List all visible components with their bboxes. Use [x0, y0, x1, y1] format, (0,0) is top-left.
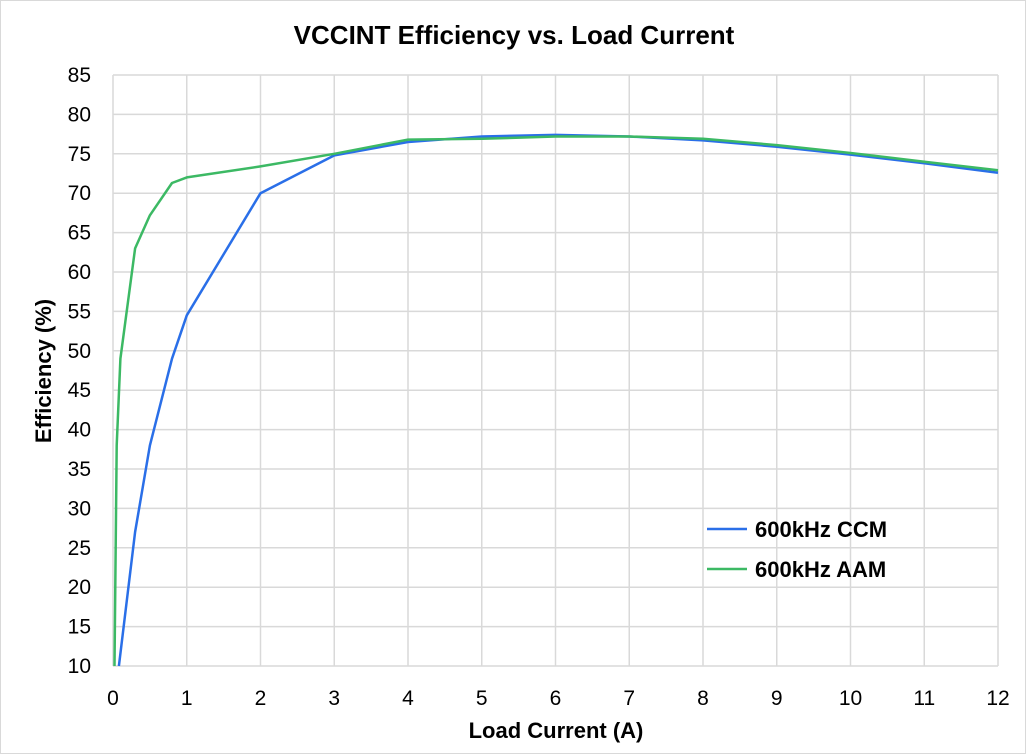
x-tick-label: 10	[839, 687, 862, 710]
y-tick-label: 10	[68, 655, 91, 678]
y-tick-label: 80	[68, 103, 91, 126]
x-tick-label: 8	[697, 687, 709, 710]
x-tick-label: 6	[550, 687, 562, 710]
legend: 600kHz CCM 600kHz AAM	[707, 517, 887, 582]
x-tick-label: 1	[181, 687, 193, 710]
y-tick-label: 40	[68, 419, 91, 442]
y-tick-label: 60	[68, 261, 91, 284]
x-tick-label: 4	[402, 687, 414, 710]
x-tick-label: 3	[328, 687, 340, 710]
x-tick-label: 12	[986, 687, 1009, 710]
y-tick-label: 20	[68, 576, 91, 599]
series-lines	[113, 133, 999, 667]
x-tick-label: 5	[476, 687, 488, 710]
series-line-0	[117, 133, 999, 667]
x-tick-label: 7	[623, 687, 635, 710]
x-tick-label: 11	[913, 687, 935, 710]
y-tick-label: 25	[68, 537, 91, 560]
y-tick-label: 50	[68, 340, 91, 363]
y-tick-label: 85	[68, 64, 91, 87]
x-tick-label: 9	[771, 687, 783, 710]
y-tick-label: 45	[68, 379, 91, 402]
x-tick-label: 0	[107, 687, 119, 710]
x-tick-label: 2	[255, 687, 267, 710]
y-tick-label: 55	[68, 300, 91, 323]
y-tick-label: 35	[68, 458, 91, 481]
series-line-1	[113, 135, 999, 667]
y-tick-label: 75	[68, 143, 91, 166]
y-tick-label: 30	[68, 497, 91, 520]
x-axis-label: Load Current (A)	[469, 718, 644, 743]
y-tick-label: 70	[68, 182, 91, 205]
chart-title: VCCINT Efficiency vs. Load Current	[294, 20, 735, 50]
legend-label-1: 600kHz AAM	[755, 557, 886, 582]
y-tick-label: 15	[68, 616, 91, 639]
y-tick-label: 65	[68, 222, 91, 245]
legend-label-0: 600kHz CCM	[755, 517, 887, 542]
y-axis-label: Efficiency (%)	[31, 299, 56, 443]
